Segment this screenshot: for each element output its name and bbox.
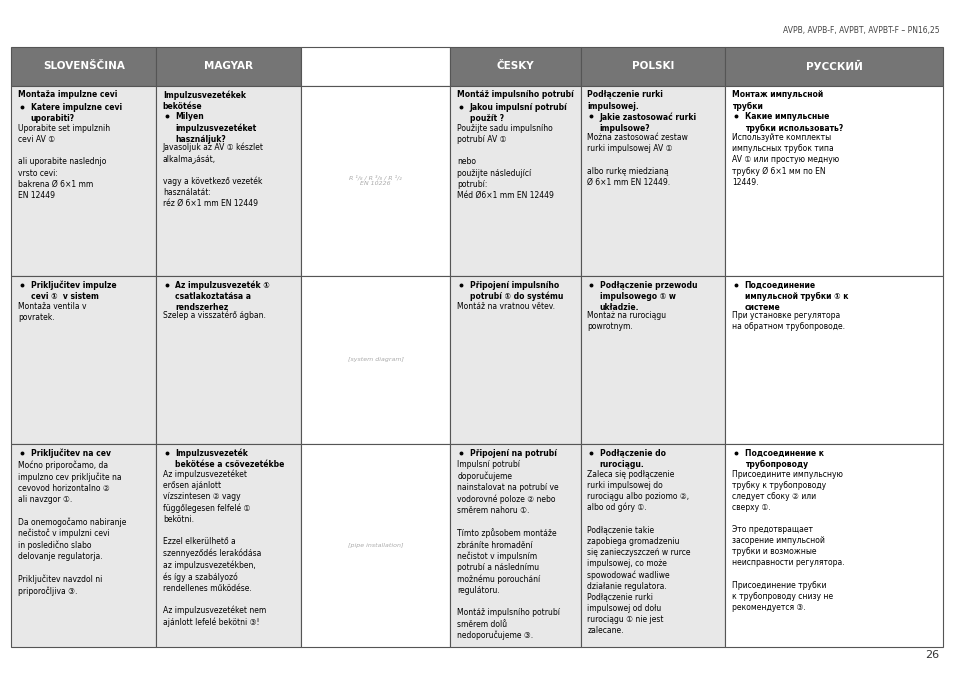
Text: Jakou impulsní potrubí
použít ?: Jakou impulsní potrubí použít ? [469,103,567,124]
Bar [580,47,724,86]
Text: Montáž impulsního potrubí: Montáž impulsního potrubí [456,90,574,99]
Bar [450,86,580,276]
Text: Připojení impulsního
potrubí ① do systému: Připojení impulsního potrubí ① do systém… [469,281,562,301]
Text: Szelep a visszatérő ágban.: Szelep a visszatérő ágban. [163,310,266,320]
Text: Используйте комплекты
импульсных трубок типа
AV ① или простую медную
трубку Ø 6×: Используйте комплекты импульсных трубок … [731,133,839,187]
Bar [580,276,724,444]
Bar [11,47,156,86]
Bar [156,276,300,444]
Text: При установке регулятора
на обратном трубопроводе.: При установке регулятора на обратном тру… [731,310,844,331]
Text: РУССКИЙ: РУССКИЙ [804,61,862,72]
Text: MAGYAR: MAGYAR [204,61,253,72]
Text: Milyen
impulzusvezetéket
használjuk?: Milyen impulzusvezetéket használjuk? [175,112,256,144]
Bar [300,444,450,647]
Text: Подсоединение
импульсной трубки ① к
системе: Подсоединение импульсной трубки ① к сист… [743,281,847,312]
Bar [11,444,156,647]
Text: Присоедините импульсную
трубку к трубопроводу
следует сбоку ② или
сверху ①.

Это: Присоедините импульсную трубку к трубопр… [731,470,843,612]
Text: POLSKI: POLSKI [631,61,674,72]
Bar [724,276,942,444]
Text: Jakie zastosować rurki
impulsowe?: Jakie zastosować rurki impulsowe? [599,112,697,133]
Text: Az impulzusvezetéket
erősen ajánlott
vízszintesen ② vagy
függőlegesen felfelé ①
: Az impulzusvezetéket erősen ajánlott víz… [163,470,266,627]
Bar [300,47,450,86]
Text: Монтаж импульсной
трубки: Монтаж импульсной трубки [731,90,822,111]
Text: [pipe installation]: [pipe installation] [348,543,403,547]
Text: Podłączenie rurki
impulsowej.: Podłączenie rurki impulsowej. [587,90,662,111]
Text: ČESKY: ČESKY [497,61,534,72]
Text: Použijte sadu impulsního
potrubí AV ①

nebo
použijte následující
potrubí:
Méd Ø6: Použijte sadu impulsního potrubí AV ① ne… [456,124,554,200]
Bar [156,86,300,276]
Text: Montaż na rurociągu
powrotnym.: Montaż na rurociągu powrotnym. [587,310,666,331]
Bar [156,47,300,86]
Text: Uporabite set impulznih
cevi AV ①

ali uporabite naslednjo
vrsto cevi:
bakrena Ø: Uporabite set impulznih cevi AV ① ali up… [18,124,111,200]
Text: AVPB, AVPB-F, AVPBT, AVPBT-F – PN16,25: AVPB, AVPB-F, AVPBT, AVPBT-F – PN16,25 [782,26,939,34]
Text: Montáž na vratnou větev.: Montáž na vratnou větev. [456,302,555,311]
Text: Zaleca się podłączenie
rurki impulsowej do
rurociągu albo poziomo ②,
albo od gór: Zaleca się podłączenie rurki impulsowej … [587,470,690,635]
Bar [11,86,156,276]
Text: 26: 26 [924,650,939,660]
Bar [724,86,942,276]
Bar [11,276,156,444]
Text: Какие импульсные
трубки использовать?: Какие импульсные трубки использовать? [743,112,841,132]
Text: Katere impulzne cevi
uporabiti?: Katere impulzne cevi uporabiti? [30,103,122,124]
Text: Montaža impulzne cevi: Montaža impulzne cevi [18,90,117,99]
Text: Montaža ventila v
povratek.: Montaža ventila v povratek. [18,302,87,322]
Text: Impulzusvezeték
bekötése a csővezetékbe: Impulzusvezeték bekötése a csővezetékbe [175,449,284,469]
Text: Można zastosować zestaw
rurki impulsowej AV ①

albo rurkę miedzianą
Ø 6×1 mm EN : Można zastosować zestaw rurki impulsowej… [587,133,687,187]
Text: [system diagram]: [system diagram] [347,357,403,362]
Bar [450,276,580,444]
Bar [300,276,450,444]
Bar [450,444,580,647]
Text: Moćno priporočamo, da
impulzno cev priključite na
cevovod horizontalno ②
ali nav: Moćno priporočamo, da impulzno cev prikl… [18,460,127,596]
Text: Javasoljuk az AV ① készlet
alkalmaزását,

vagy a következő vezeték
használatát:
: Javasoljuk az AV ① készlet alkalmaزását,… [163,142,264,208]
Text: Az impulzusvezeték ①
csatlakoztatása a
rendszerhez: Az impulzusvezeték ① csatlakoztatása a r… [175,281,270,313]
Text: SLOVENŠČINA: SLOVENŠČINA [43,61,125,72]
Bar [156,444,300,647]
Text: Подсоединение к
трубопроводу: Подсоединение к трубопроводу [743,449,822,468]
Bar [580,444,724,647]
Text: Připojení na potrubí: Připojení na potrubí [469,449,556,458]
Bar [580,86,724,276]
Bar [724,444,942,647]
Text: R ¹/₈ / R ³/₈ / R ¹/₂
EN 10226: R ¹/₈ / R ³/₈ / R ¹/₂ EN 10226 [349,175,401,186]
Text: Podłączenie do
rurociągu.: Podłączenie do rurociągu. [599,449,665,468]
Bar [450,47,580,86]
Bar [300,86,450,276]
Text: Impulsní potrubí
doporučujeme
nainstalovat na potrubí ve
vodorovné poloze ② nebo: Impulsní potrubí doporučujeme nainstalov… [456,460,559,641]
Text: Impulzusvezetékek
bekötése: Impulzusvezetékek bekötése [163,90,246,111]
Text: Priključitev impulze
cevi ①  v sistem: Priključitev impulze cevi ① v sistem [30,281,116,301]
Bar [724,47,942,86]
Text: Priključitev na cev: Priključitev na cev [30,449,111,458]
Text: Podłączenie przewodu
impulsowego ① w
układzie.: Podłączenie przewodu impulsowego ① w ukł… [599,281,697,312]
